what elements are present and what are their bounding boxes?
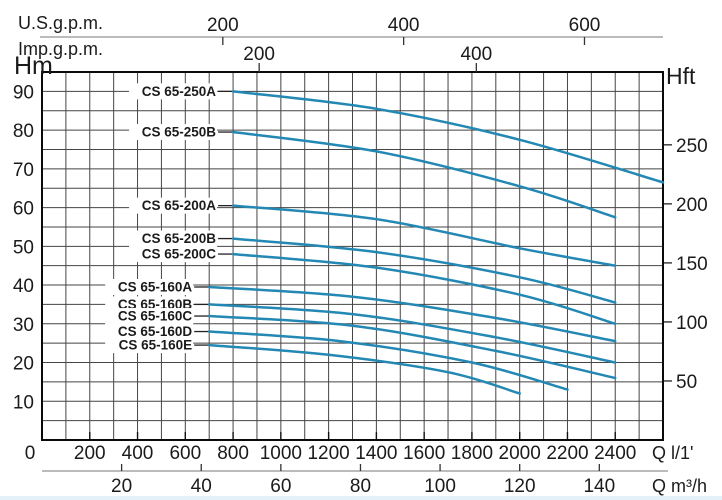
curve-label-mask bbox=[105, 278, 194, 295]
curve-cs-65-200b bbox=[231, 237, 617, 304]
x-tick-label-lmin-200: 200 bbox=[74, 443, 106, 464]
curve-cs-65-250a bbox=[231, 90, 665, 184]
curve-cs-65-160e bbox=[207, 343, 521, 395]
curve-label-mask bbox=[129, 124, 218, 141]
curve-label-cs-65-200c: CS 65-200C bbox=[142, 247, 217, 262]
curve-label-cs-65-250b: CS 65-250B bbox=[142, 125, 217, 140]
curve-label-cs-65-250a: CS 65-250A bbox=[142, 84, 217, 99]
x-tick-label-m3h-100: 100 bbox=[424, 476, 456, 497]
curve-cs-65-250b bbox=[231, 130, 617, 219]
y-tick-label-ft-100: 100 bbox=[676, 313, 708, 334]
curve-label-mask bbox=[129, 83, 218, 100]
curve-label-mask bbox=[129, 246, 218, 263]
y-tick-label-m-50: 50 bbox=[13, 237, 34, 258]
x-tick-label-m3h-20: 20 bbox=[111, 476, 132, 497]
plot-border bbox=[41, 71, 664, 441]
y-tick-label-ft-250: 250 bbox=[676, 136, 708, 157]
x-tick-label-m3h-60: 60 bbox=[270, 476, 291, 497]
y-tick-label-m-20: 20 bbox=[13, 354, 34, 375]
x-tick-label-lmin-1800: 1800 bbox=[451, 443, 493, 464]
x-tick-label-lmin-600: 600 bbox=[169, 443, 201, 464]
y-axis-label-hm: Hm bbox=[14, 52, 53, 80]
curve-label-cs-65-160c: CS 65-160C bbox=[118, 309, 193, 324]
y-tick-label-ft-150: 150 bbox=[676, 254, 708, 275]
x-tick-label-m3h-40: 40 bbox=[191, 476, 212, 497]
x-axis-label-usgpm: U.S.g.p.m. bbox=[18, 13, 103, 33]
y-tick-label-m-70: 70 bbox=[13, 160, 34, 181]
y-tick-label-m-30: 30 bbox=[13, 315, 34, 336]
curve-label-mask bbox=[105, 323, 194, 340]
x-tick-label-impgpm-200: 200 bbox=[243, 44, 275, 65]
y-tick-label-m-80: 80 bbox=[13, 121, 34, 142]
x-tick-label-usgpm-200: 200 bbox=[207, 15, 239, 36]
curve-cs-65-160a bbox=[207, 285, 617, 343]
bottom-edge-strip bbox=[0, 496, 722, 500]
x-axis-label-m3h: Q m³/h bbox=[652, 476, 707, 496]
curve-cs-65-200c bbox=[231, 252, 617, 326]
x-axis-label-lmin: Q l/1' bbox=[652, 443, 693, 463]
curve-label-mask bbox=[129, 197, 218, 214]
x-tick-label-lmin-2000: 2000 bbox=[499, 443, 541, 464]
y-axis-label-hft: Hft bbox=[666, 63, 696, 89]
x-tick-label-impgpm-400: 400 bbox=[460, 44, 492, 65]
curve-label-cs-65-160e: CS 65-160E bbox=[119, 338, 193, 353]
curve-cs-65-200a bbox=[231, 204, 617, 267]
curve-cs-65-160c bbox=[207, 314, 617, 380]
curve-cs-65-160b bbox=[207, 303, 617, 364]
curve-label-cs-65-200b: CS 65-200B bbox=[142, 231, 217, 246]
x-tick-label-lmin-1200: 1200 bbox=[307, 443, 349, 464]
x-tick-label-usgpm-400: 400 bbox=[388, 15, 420, 36]
x-tick-label-lmin-2200: 2200 bbox=[546, 443, 588, 464]
curve-label-cs-65-160d: CS 65-160D bbox=[118, 324, 193, 339]
x-tick-label-lmin-800: 800 bbox=[217, 443, 249, 464]
x-tick-label-lmin-1000: 1000 bbox=[260, 443, 302, 464]
curve-label-mask bbox=[129, 230, 218, 247]
y-tick-label-ft-200: 200 bbox=[676, 195, 708, 216]
y-tick-label-m-60: 60 bbox=[13, 199, 34, 220]
x-axis-label-impgpm: Imp.g.p.m. bbox=[18, 39, 103, 59]
curve-label-mask bbox=[105, 337, 194, 354]
x-tick-label-m3h-140: 140 bbox=[583, 476, 615, 497]
y-tick-label-m-40: 40 bbox=[13, 276, 34, 297]
y-tick-label-ft-50: 50 bbox=[676, 372, 697, 393]
curve-label-cs-65-160a: CS 65-160A bbox=[118, 279, 193, 294]
x-tick-label-lmin-400: 400 bbox=[122, 443, 154, 464]
x-tick-label-m3h-80: 80 bbox=[350, 476, 371, 497]
x-tick-label-lmin-2400: 2400 bbox=[594, 443, 636, 464]
y-tick-label-m-90: 90 bbox=[13, 82, 34, 103]
x-tick-label-usgpm-600: 600 bbox=[569, 15, 601, 36]
x-tick-label-lmin-0: 0 bbox=[25, 443, 36, 464]
x-tick-label-lmin-1400: 1400 bbox=[355, 443, 397, 464]
curve-cs-65-160d bbox=[207, 330, 569, 391]
y-tick-label-m-10: 10 bbox=[13, 392, 34, 413]
curve-label-mask bbox=[105, 308, 194, 325]
x-tick-label-m3h-120: 120 bbox=[504, 476, 536, 497]
curve-label-cs-65-200a: CS 65-200A bbox=[142, 198, 217, 213]
x-tick-label-lmin-1600: 1600 bbox=[403, 443, 445, 464]
